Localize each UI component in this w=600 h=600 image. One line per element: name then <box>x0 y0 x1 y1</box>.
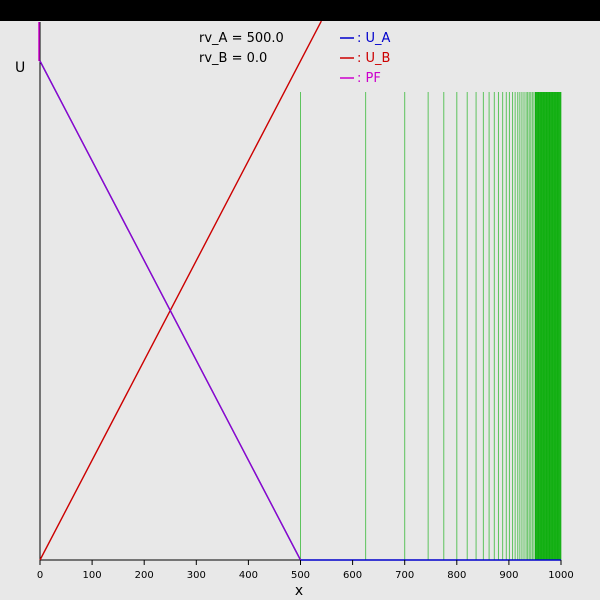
dense-line-band <box>534 92 561 560</box>
x-tick-label-400: 400 <box>239 570 258 581</box>
legend-label-2: : PF <box>357 71 381 86</box>
y-axis-label: U <box>15 60 25 76</box>
x-tick-label-500: 500 <box>291 570 310 581</box>
legend-label-1: : U_B <box>357 51 390 66</box>
x-tick-label-800: 800 <box>447 570 466 581</box>
legend: : U_A : U_B : PF <box>340 31 391 86</box>
x-tick-label-100: 100 <box>83 570 102 581</box>
x-tick-label-900: 900 <box>499 570 518 581</box>
x-tick-label-700: 700 <box>395 570 414 581</box>
x-ticks: 0 100 200 300 400 500 600 700 800 900 1000 <box>37 560 574 581</box>
x-tick-label-0: 0 <box>37 570 43 581</box>
x-tick-label-300: 300 <box>187 570 206 581</box>
x-tick-label-600: 600 <box>343 570 362 581</box>
series-line-pf <box>39 60 302 561</box>
x-tick-label-1000: 1000 <box>548 570 573 581</box>
x-axis-label: x <box>295 583 303 599</box>
x-tick-label-200: 200 <box>135 570 154 581</box>
top-bar <box>0 0 600 21</box>
vertical-lines-group <box>300 92 562 560</box>
annotation-rv-a: rv_A = 500.0 <box>199 31 284 46</box>
series-line-ub <box>39 20 322 561</box>
annotation-rv-b: rv_B = 0.0 <box>199 51 267 66</box>
legend-label-0: : U_A <box>357 31 391 46</box>
